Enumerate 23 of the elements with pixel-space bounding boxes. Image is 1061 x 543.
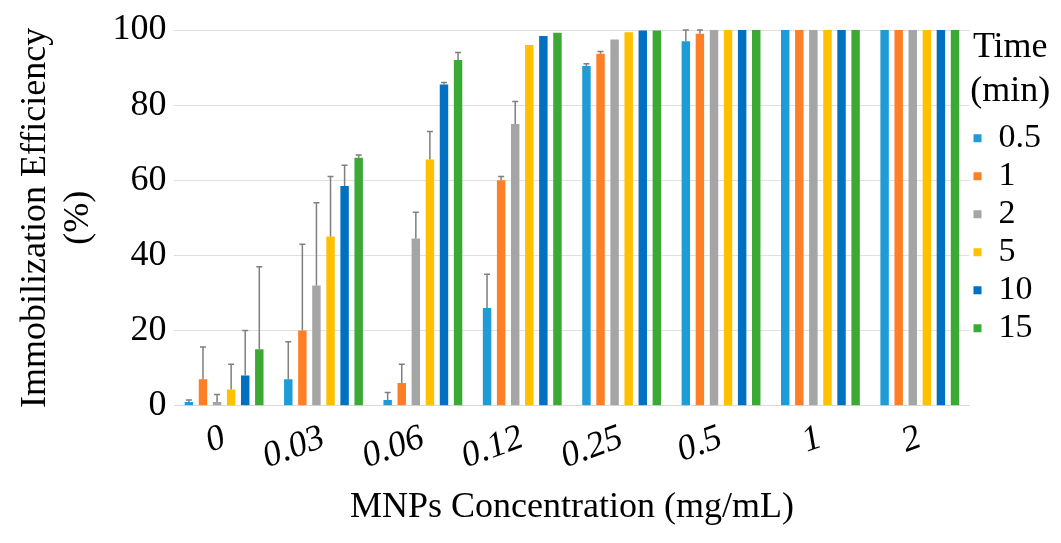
y-tick-label: 40 [130, 232, 167, 273]
x-axis-title: MNPs Concentration (mg/mL) [349, 484, 794, 525]
y-tick-label: 80 [130, 82, 167, 123]
legend-label: 15 [998, 307, 1033, 345]
x-tick-label: 0.06 [355, 415, 429, 475]
x-tick-label: 1 [795, 415, 827, 460]
x-tick-label: 0.5 [671, 415, 728, 469]
y-axis-title: Immobilization Efficiency (%) [13, 27, 97, 408]
legend-label: 0.5 [998, 117, 1041, 155]
x-tick-label: 0.25 [554, 415, 628, 475]
x-tick-label: 0 [199, 415, 231, 460]
legend-title: Time (min) [970, 25, 1051, 109]
x-tick-label: 0.03 [256, 415, 330, 475]
x-tick-label: 0.12 [455, 415, 529, 475]
y-tick-label: 60 [130, 157, 167, 198]
y-tick-label: 0 [148, 383, 167, 424]
legend-label: 10 [998, 269, 1033, 307]
legend-label: 2 [998, 193, 1016, 231]
y-tick-label: 100 [112, 7, 167, 48]
legend-label: 1 [998, 155, 1016, 193]
legend-label: 5 [998, 231, 1016, 269]
y-tick-label: 20 [130, 307, 167, 348]
x-tick-label: 2 [895, 415, 926, 460]
